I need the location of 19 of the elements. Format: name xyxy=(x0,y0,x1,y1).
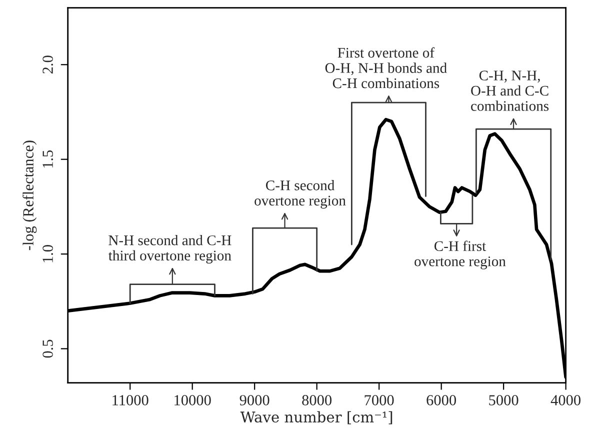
y-tick-label: 1.5 xyxy=(42,150,54,168)
x-tick-label: 11000 xyxy=(112,395,148,406)
y-tick-label: 0.5 xyxy=(42,340,54,358)
y-tick-label: 1.0 xyxy=(42,245,54,262)
x-tick-label: 5000 xyxy=(489,395,518,406)
annotation: C-H first overtone region xyxy=(414,240,506,270)
annotation: N-H second and C-H third overtone region xyxy=(108,234,232,264)
x-tick-label: 6000 xyxy=(426,395,456,406)
annotation: C-H second overtone region xyxy=(254,180,346,209)
annotation: First overtone of O-H, N-H bonds and C-H combinations xyxy=(325,47,447,88)
x-tick-label: 10000 xyxy=(174,395,211,406)
x-tick-label: 4000 xyxy=(550,395,581,406)
x-axis-title: Wave number [cm⁻¹] xyxy=(240,411,392,424)
x-tick-label: 7000 xyxy=(364,395,394,406)
y-axis-title: -log (Reflectance) xyxy=(22,140,37,250)
y-tick-label: 2.0 xyxy=(42,56,54,74)
x-tick-label: 8000 xyxy=(302,395,332,406)
annotation: C-H, N-H, O-H and C-C combinations xyxy=(471,70,549,111)
x-tick-label: 9000 xyxy=(240,395,270,406)
